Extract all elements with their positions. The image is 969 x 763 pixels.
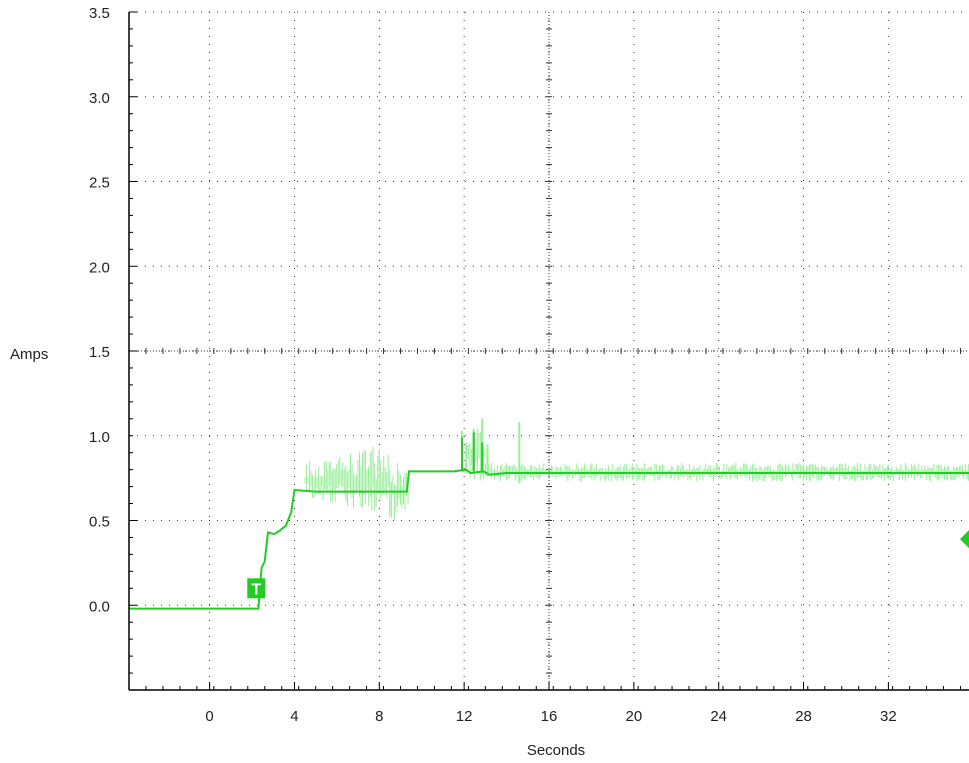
y-tick-label: 0.5 (89, 514, 110, 531)
current-trace (129, 432, 969, 610)
tick-labels: 0 4 8 12 16 20 24 28 32 0.0 0.5 1.0 1.5 2.0 2.5 3.0 3.5 (89, 5, 897, 725)
x-axis-label: Seconds (527, 742, 585, 759)
x-tick-label: 16 (541, 708, 558, 725)
x-tick-label: 20 (626, 708, 643, 725)
y-tick-label: 3.5 (89, 5, 110, 22)
trigger-marker-box[interactable] (247, 578, 266, 599)
x-tick-label: 8 (375, 708, 383, 725)
y-axis-label: Amps (10, 346, 48, 363)
y-tick-label: 2.5 (89, 175, 110, 192)
level-marker[interactable] (960, 530, 969, 549)
y-tick-label: 1.5 (89, 344, 110, 361)
grid (128, 11, 969, 691)
x-tick-label: 32 (880, 708, 897, 725)
noise-band (304, 418, 969, 521)
x-tick-label: 24 (710, 708, 727, 725)
y-tick-label: 3.0 (89, 90, 110, 107)
y-tick-label: 2.0 (89, 259, 110, 276)
x-tick-label: 0 (205, 708, 213, 725)
trigger-marker[interactable]: T (247, 578, 266, 599)
y-tick-label: 1.0 (89, 429, 110, 446)
x-tick-label: 28 (795, 708, 812, 725)
y-tick-label: 0.0 (89, 598, 110, 615)
x-tick-label: 12 (456, 708, 473, 725)
series-line (129, 468, 969, 610)
trigger-marker-label: T (251, 581, 261, 598)
x-tick-label: 4 (290, 708, 298, 725)
axes (128, 11, 969, 691)
